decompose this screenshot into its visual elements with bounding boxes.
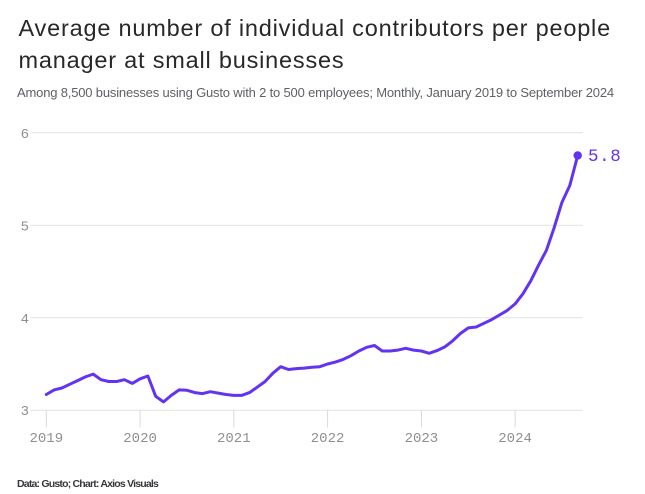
svg-text:2022: 2022 — [311, 431, 345, 447]
svg-text:5: 5 — [21, 219, 29, 235]
svg-text:2023: 2023 — [405, 431, 439, 447]
svg-text:2024: 2024 — [498, 431, 532, 447]
svg-text:2019: 2019 — [29, 431, 63, 447]
svg-text:2021: 2021 — [217, 431, 251, 447]
svg-text:5.8: 5.8 — [588, 147, 621, 167]
svg-text:6: 6 — [21, 127, 29, 143]
svg-text:2020: 2020 — [123, 431, 157, 447]
svg-text:3: 3 — [21, 404, 29, 420]
svg-text:4: 4 — [21, 312, 29, 328]
